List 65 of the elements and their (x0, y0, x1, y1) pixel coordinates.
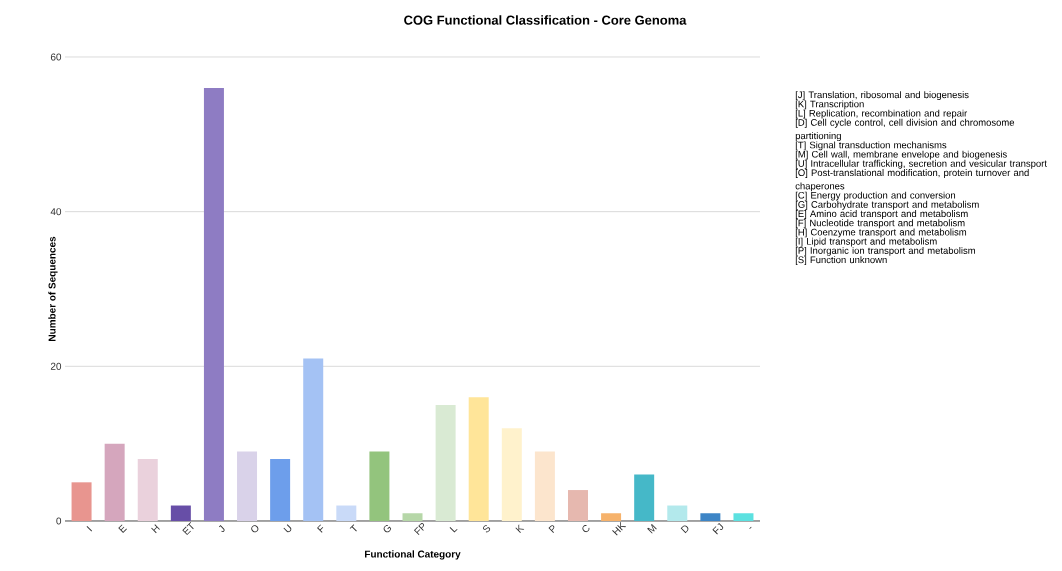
bar (270, 459, 291, 521)
x-tick-label: FJ (712, 522, 724, 535)
text: [M] Cell wall, membrane envelope and biogenesis (795, 150, 1007, 160)
x-tick-label: U (283, 524, 292, 533)
x-tick-label: I (86, 526, 93, 532)
bar (601, 513, 622, 521)
bar (634, 474, 655, 521)
x-tick-label: M (647, 523, 657, 534)
text: [J] Translation, ribosomal and biogenesis (795, 91, 969, 101)
bar (303, 358, 324, 521)
x-tick-label: HK (612, 521, 627, 536)
y-tick-label: 60 (50, 53, 62, 61)
text: [U] Intracellular trafficking, secretion and vesicular transport (795, 159, 1047, 169)
text: [C] Energy production and conversion (795, 191, 956, 201)
text: [G] Carbohydrate transport and metabolism (795, 200, 979, 210)
bar (104, 443, 125, 521)
y-tick-label: 0 (56, 517, 62, 525)
x-tick-label: C (582, 525, 590, 533)
bar (733, 513, 754, 521)
chart-title: COG Functional Classification - Core Genoma (404, 15, 687, 25)
x-tick-label: P (548, 525, 555, 533)
x-tick-label: O (251, 525, 259, 533)
text: [I] Lipid transport and metabolism (795, 237, 937, 247)
x-tick-label: T (349, 524, 357, 532)
x-tick-label: S (482, 525, 491, 533)
bar (667, 505, 688, 521)
bar (237, 451, 258, 521)
x-tick-label: F (317, 524, 324, 533)
text: [O] Post-translational modification, protein turnover and chaperones (795, 169, 1029, 192)
x-tick-label: FP (413, 523, 425, 536)
text: [T] Signal transduction mechanisms (795, 141, 947, 151)
bar (435, 404, 456, 521)
text: [P] Inorganic ion transport and metabolism (795, 246, 975, 256)
y-axis-title: Number of Sequences (48, 236, 58, 341)
bar (369, 451, 390, 521)
x-tick-label: K (515, 524, 525, 533)
text: [F] Nucleotide transport and metabolism (795, 219, 965, 229)
text: [E] Amino acid transport and metabolism (795, 210, 968, 219)
y-tick-label: 20 (50, 362, 62, 370)
text: [K] Transcription (795, 100, 864, 110)
x-tick-label: D (680, 525, 689, 534)
text: [L] Replication, recombination and repair (795, 109, 968, 119)
text: [S] Function unknown (795, 256, 887, 266)
text: [H] Coenzyme transport and metabolism (795, 228, 967, 238)
x-axis-title: Functional Category (365, 550, 461, 560)
bar (203, 87, 224, 521)
bar (501, 428, 522, 521)
bar (534, 451, 555, 521)
bar (700, 513, 721, 521)
bar (71, 482, 92, 521)
x-tick-label: J (218, 525, 225, 533)
x-tick-label: L (449, 527, 458, 533)
x-tick-label: G (383, 525, 392, 533)
x-tick-label: H (151, 524, 160, 534)
text: [D] Cell cycle control, cell division and chromosome partitioning (795, 118, 1015, 142)
bar (402, 513, 423, 521)
x-tick-label: ET (182, 522, 194, 536)
bar (567, 490, 588, 521)
x-tick-label: E (118, 524, 127, 533)
x-tick-label: - (749, 526, 752, 530)
bar (170, 505, 191, 521)
bar (137, 459, 158, 521)
bar (468, 397, 489, 521)
y-tick-label: 40 (50, 208, 62, 216)
bar (336, 505, 357, 521)
